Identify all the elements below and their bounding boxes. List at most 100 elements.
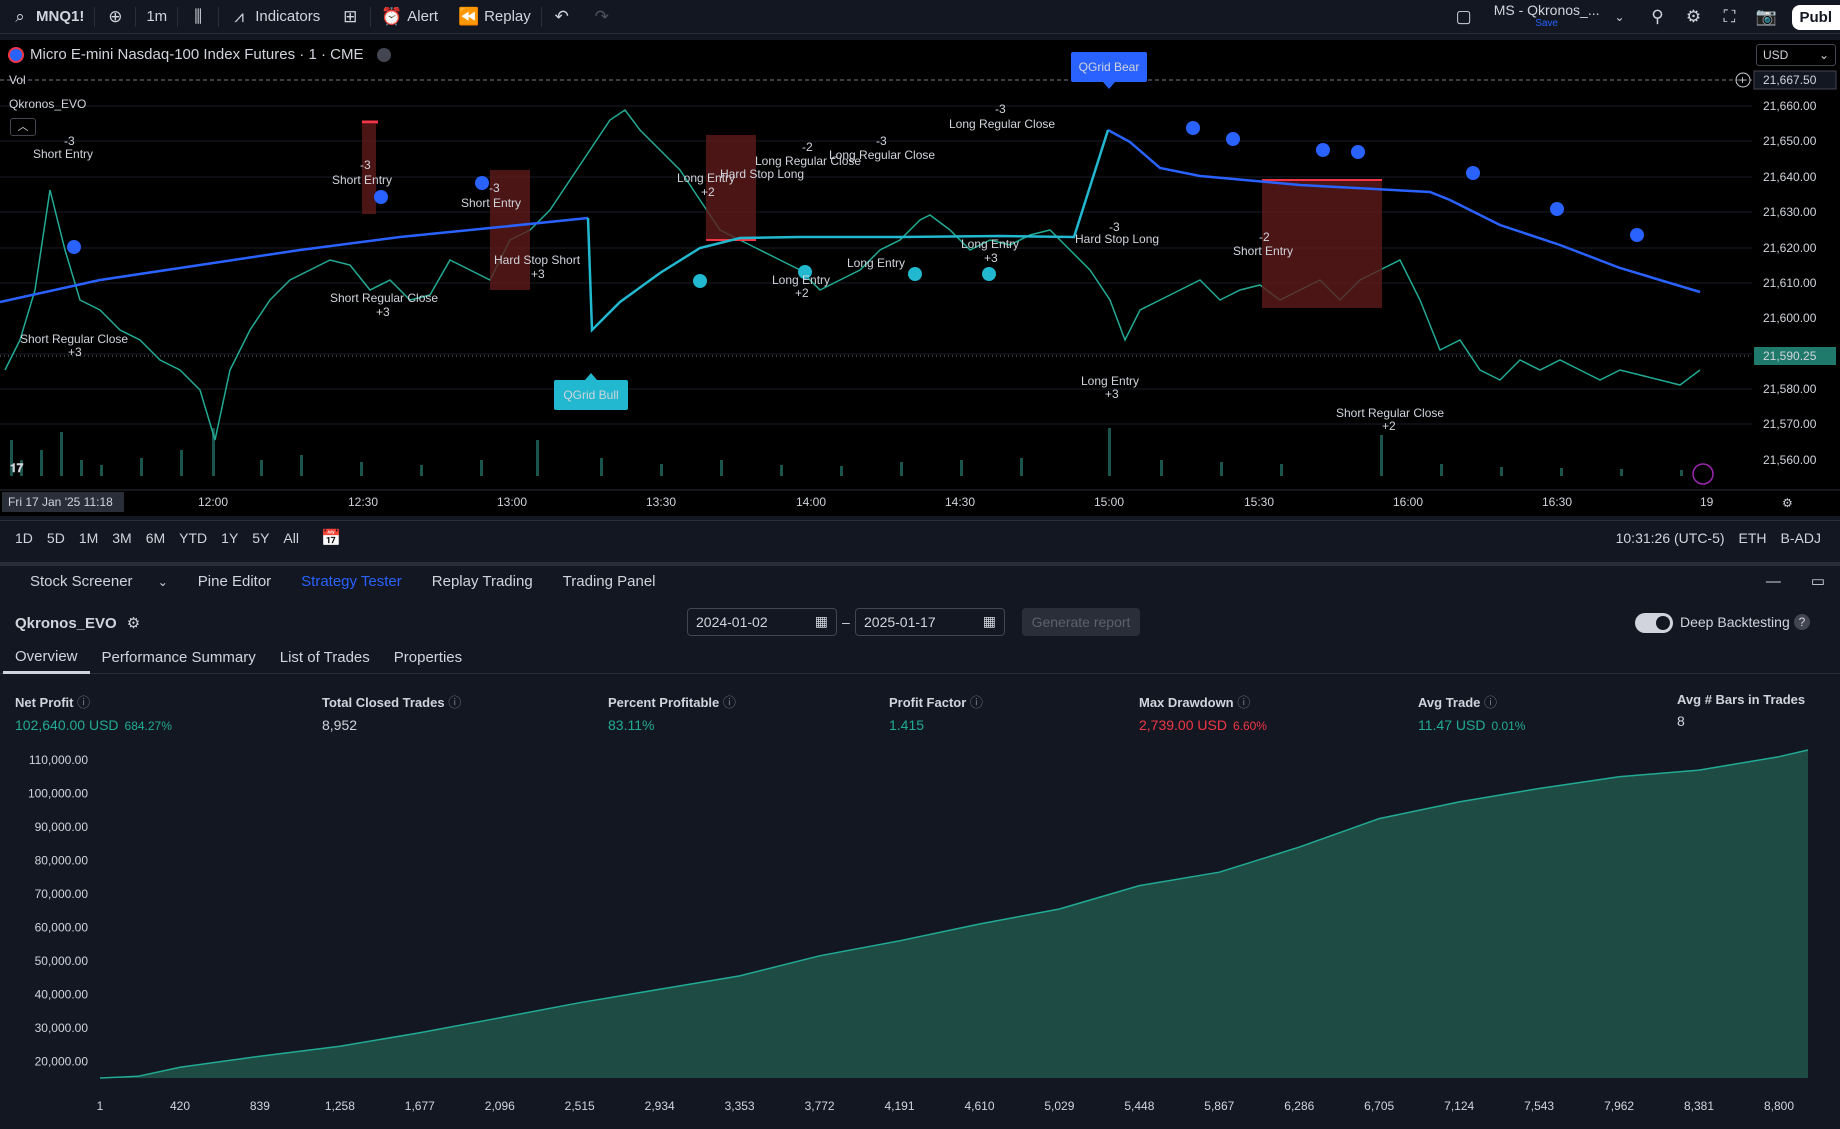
- interval-button[interactable]: 1m: [136, 0, 177, 34]
- templates-button[interactable]: ⊞: [330, 0, 370, 34]
- compare-button[interactable]: ⊕: [95, 0, 135, 34]
- y-tick-label: 80,000.00: [35, 853, 89, 867]
- x-tick-label: 3,772: [805, 1099, 835, 1113]
- y-tick-label: 40,000.00: [35, 987, 89, 1001]
- range-ytd[interactable]: YTD: [172, 530, 214, 546]
- indicators-button[interactable]: ⩘ Indicators: [219, 0, 330, 34]
- subtab-properties[interactable]: Properties: [382, 642, 474, 674]
- info-icon[interactable]: ⓘ: [448, 695, 461, 710]
- info-icon[interactable]: ⓘ: [1237, 695, 1250, 710]
- indicator-label[interactable]: Qkronos_EVO: [9, 97, 86, 111]
- price-chart-canvas[interactable]: -3 Short Entry Short Regular Close +3 -3…: [0, 40, 1840, 516]
- chart-type-button[interactable]: ⫼: [178, 0, 218, 34]
- square-icon[interactable]: ▢: [1454, 7, 1474, 27]
- annotation-label: Hard Stop Short: [494, 253, 581, 267]
- range-1m[interactable]: 1M: [72, 530, 105, 546]
- info-icon[interactable]: ⓘ: [77, 695, 90, 710]
- replay-button[interactable]: ⏪ Replay: [448, 0, 541, 34]
- subtab-overview[interactable]: Overview: [3, 642, 90, 674]
- calendar-icon[interactable]: 📅: [314, 528, 348, 548]
- time-tick: 15:30: [1244, 495, 1274, 509]
- candles-icon: ⫼: [188, 7, 208, 27]
- x-tick-label: 839: [250, 1099, 270, 1113]
- range-5d[interactable]: 5D: [40, 530, 72, 546]
- metric-label: Avg Trade: [1418, 695, 1480, 710]
- x-tick-label: 5,867: [1204, 1099, 1234, 1113]
- redo-button[interactable]: ↷: [582, 0, 622, 34]
- minimize-panel-icon[interactable]: —: [1751, 573, 1796, 590]
- annotation-label: Long Entry: [772, 273, 830, 287]
- alert-button[interactable]: ⏰ Alert: [371, 0, 448, 34]
- collapse-legend-button[interactable]: ︿: [10, 118, 36, 136]
- annotation-qty: +2: [1382, 419, 1396, 433]
- camera-icon[interactable]: 📷: [1756, 7, 1776, 27]
- x-tick-label: 8,381: [1684, 1099, 1714, 1113]
- interval-label: 1m: [146, 8, 167, 25]
- range-1y[interactable]: 1Y: [214, 530, 245, 546]
- tab-stock-screener[interactable]: Stock Screener ⌄: [0, 573, 183, 590]
- date-from-input[interactable]: 2024-01-02 ▦: [687, 608, 837, 636]
- strategy-settings-icon[interactable]: ⚙: [117, 614, 140, 632]
- equity-chart-canvas[interactable]: 110,000.00100,000.0090,000.0080,000.0070…: [0, 740, 1840, 1124]
- subtab-list-of-trades[interactable]: List of Trades: [268, 642, 382, 674]
- info-icon[interactable]: ⓘ: [970, 695, 983, 710]
- strategy-name: Qkronos_EVO: [0, 615, 117, 632]
- metric-percent: 684.27%: [125, 719, 172, 733]
- tab-pine-editor[interactable]: Pine Editor: [183, 573, 286, 590]
- generate-report-button[interactable]: Generate report: [1022, 608, 1140, 636]
- info-icon[interactable]: ⓘ: [723, 695, 736, 710]
- minus-icon[interactable]: [377, 48, 391, 62]
- time-tick: 14:30: [945, 495, 975, 509]
- deep-backtesting-toggle[interactable]: [1635, 613, 1673, 633]
- range-5y[interactable]: 5Y: [245, 530, 276, 546]
- currency-select[interactable]: USD ⌄: [1756, 44, 1836, 66]
- subtab-performance-summary[interactable]: Performance Summary: [90, 642, 268, 674]
- chevron-down-icon[interactable]: ⌄: [1610, 10, 1630, 24]
- tab-strategy-tester[interactable]: Strategy Tester: [286, 573, 417, 590]
- metric-label: Total Closed Trades: [322, 695, 445, 710]
- metric-label: Max Drawdown: [1139, 695, 1234, 710]
- chart-settings-icon[interactable]: ⚙: [1782, 496, 1793, 510]
- date-to-input[interactable]: 2025-01-17 ▦: [855, 608, 1005, 636]
- info-icon[interactable]: ?: [1794, 614, 1810, 630]
- undo-icon: ↶: [552, 7, 572, 27]
- metric-total-closed-trades: Total Closed Trades ⓘ 8,952: [322, 692, 461, 733]
- lightning-icon[interactable]: [1693, 464, 1713, 484]
- price-tick: 21,570.00: [1763, 417, 1817, 431]
- vol-label[interactable]: Vol: [9, 73, 26, 87]
- x-tick-label: 6,286: [1284, 1099, 1314, 1113]
- price-tick: 21,610.00: [1763, 276, 1817, 290]
- range-all[interactable]: All: [276, 530, 306, 546]
- tab-trading-panel[interactable]: Trading Panel: [548, 573, 671, 590]
- current-price-tag: 21,590.25: [1763, 349, 1817, 363]
- metric-avg-bars: Avg # Bars in Trades 8: [1677, 692, 1805, 729]
- layout-menu[interactable]: MS - Qkronos_... Save: [1488, 4, 1606, 30]
- annotation-label: Long Regular Close: [829, 148, 935, 162]
- session-toggle[interactable]: ETH: [1732, 530, 1774, 546]
- layout-name: MS - Qkronos_...: [1494, 4, 1600, 17]
- tab-label: Stock Screener: [15, 573, 148, 590]
- chart-title: Micro E-mini Nasdaq-100 Index Futures · …: [30, 46, 363, 63]
- range-6m[interactable]: 6M: [139, 530, 172, 546]
- annotation-qty: -3: [360, 158, 371, 172]
- adjustment-toggle[interactable]: B-ADJ: [1774, 530, 1828, 546]
- quick-search-icon[interactable]: ⚲: [1648, 7, 1668, 27]
- undo-button[interactable]: ↶: [542, 0, 582, 34]
- range-3m[interactable]: 3M: [105, 530, 138, 546]
- symbol-search[interactable]: ⌕ MNQ1!: [0, 0, 94, 34]
- qgrid-bull-label: QGrid Bull: [563, 388, 618, 402]
- fullscreen-icon[interactable]: ⛶: [1720, 7, 1740, 27]
- price-chart[interactable]: -3 Short Entry Short Regular Close +3 -3…: [0, 40, 1840, 516]
- tab-replay-trading[interactable]: Replay Trading: [417, 573, 548, 590]
- time-tick: 12:30: [348, 495, 378, 509]
- info-icon[interactable]: ⓘ: [1484, 695, 1497, 710]
- clock-display[interactable]: 10:31:26 (UTC-5): [1609, 530, 1732, 546]
- maximize-panel-icon[interactable]: ▭: [1796, 572, 1840, 590]
- publish-button[interactable]: Publ: [1792, 5, 1840, 30]
- search-icon: ⌕: [10, 7, 30, 27]
- tradingview-logo: 𝟏𝟕: [10, 461, 24, 475]
- gear-icon[interactable]: ⚙: [1684, 7, 1704, 27]
- range-1d[interactable]: 1D: [8, 530, 40, 546]
